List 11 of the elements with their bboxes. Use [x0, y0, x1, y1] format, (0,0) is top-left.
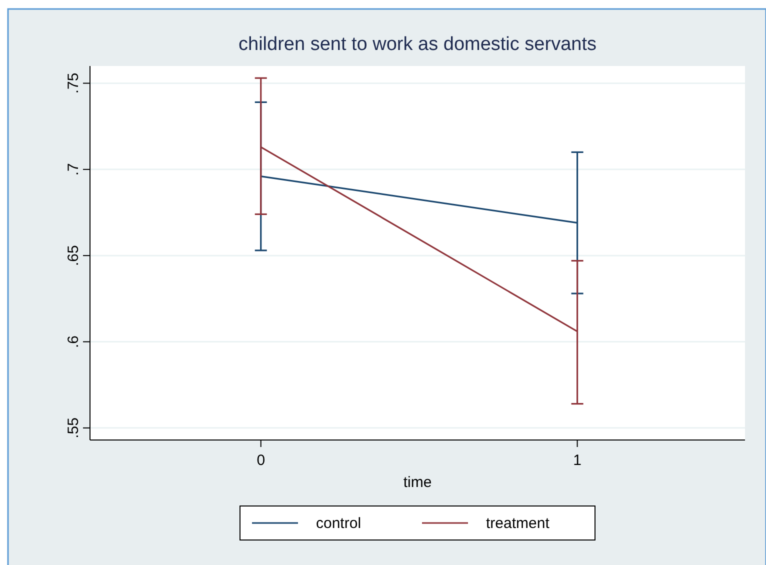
y-tick-label: .75: [65, 72, 82, 94]
chart-title: children sent to work as domestic servants: [238, 34, 596, 55]
legend-label: control: [316, 515, 362, 532]
y-tick-label: .55: [65, 418, 82, 438]
legend-label: treatment: [486, 515, 550, 532]
y-tick-label: .7: [65, 163, 82, 176]
x-tick-label: 0: [256, 452, 266, 469]
x-tick-label: 1: [573, 452, 582, 469]
y-tick-label: .65: [65, 245, 82, 266]
x-axis-title: time: [403, 474, 432, 491]
y-tick-label: .6: [65, 336, 82, 348]
